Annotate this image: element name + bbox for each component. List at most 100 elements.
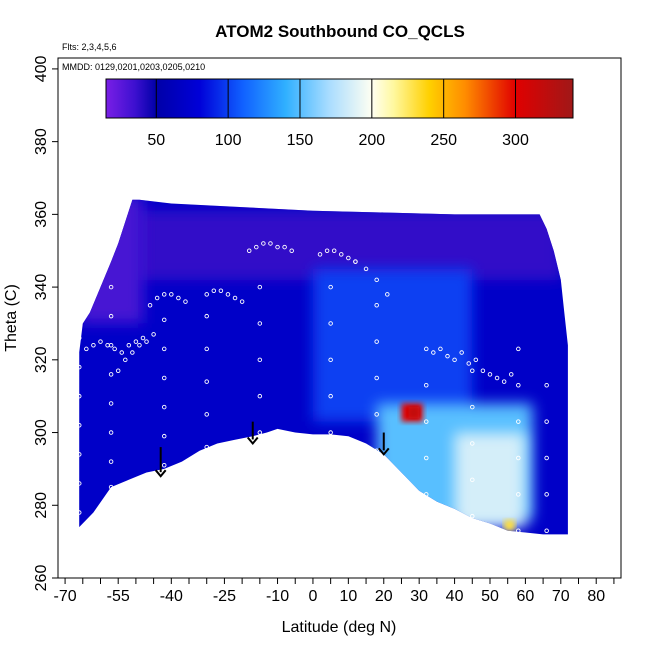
flight-sample-point [225, 292, 231, 297]
flight-sample-point [130, 350, 135, 355]
colorbar-tick-label: 100 [215, 132, 242, 149]
flight-sample-point [76, 335, 82, 341]
flight-sample-point [424, 455, 429, 461]
flight-sample-point [487, 372, 493, 377]
x-axis: -70 -55 -40 -25 -10 0 10 20 30 40 50 60 70 80 [54, 578, 615, 605]
flight-sample-point [112, 346, 117, 352]
y-tick-label: 400 [33, 55, 50, 82]
flight-sample-point [374, 375, 379, 381]
flight-sample-point [84, 346, 89, 352]
flight-sample-point [254, 244, 259, 250]
flight-sample-point [282, 244, 287, 250]
flight-sample-point [115, 368, 121, 373]
flight-sample-point [424, 419, 429, 424]
flight-sample-point [275, 244, 280, 250]
colorbar-tick-label: 250 [430, 132, 457, 149]
flight-sample-point [123, 357, 128, 363]
flight-sample-point [161, 463, 167, 468]
flight-sample-point [516, 492, 521, 497]
flight-sample-point [108, 372, 114, 377]
flight-sample-point [494, 375, 500, 381]
flight-sample-point [328, 430, 333, 435]
x-tick-label: 40 [446, 588, 464, 605]
dates-annotation: MMDD: 0129,0201,0203,0205,0210 [62, 62, 205, 72]
x-axis-label: Latitude (deg N) [282, 619, 397, 636]
flight-sample-point [183, 299, 188, 304]
arrow-markers [154, 421, 390, 478]
colorbar-tick-label: 300 [502, 132, 529, 149]
flight-sample-point [161, 375, 167, 381]
flight-sample-point [470, 368, 475, 373]
flight-sample-point [119, 350, 124, 355]
flight-sample-point [470, 513, 475, 519]
flight-sample-point [133, 339, 139, 344]
flight-sample-point [363, 266, 369, 272]
field-region-yellow-pocket [504, 519, 515, 531]
y-axis: 260 280 300 320 340 360 380 400 [33, 55, 58, 591]
flight-sample-point [438, 346, 443, 352]
flight-sample-point [289, 248, 294, 253]
flight-sample-point [161, 404, 167, 410]
field-region-upper-band [135, 210, 561, 280]
flight-sample-point [151, 332, 156, 337]
flight-sample-point [76, 452, 82, 457]
chart-title: ATOM2 Southbound CO_QCLS [215, 22, 465, 41]
flight-sample-point [431, 350, 436, 355]
field-region-hotspot-core [408, 407, 420, 418]
flight-sample-point [204, 412, 209, 417]
y-tick-label: 340 [33, 274, 50, 301]
flight-sample-point [424, 346, 429, 352]
flight-sample-point [516, 455, 521, 461]
flight-sample-point [204, 444, 209, 450]
flight-sample-point [161, 292, 167, 297]
flight-sample-point [501, 379, 507, 384]
flight-sample-point [76, 364, 82, 370]
x-tick-label: -55 [107, 588, 130, 605]
flight-sample-point [246, 248, 252, 253]
colorbar: 50 100 150 200 250 300 [105, 78, 574, 149]
flight-sample-point [147, 303, 153, 308]
flight-sample-point [257, 284, 263, 290]
flight-sample-point [508, 372, 514, 377]
flight-sample-point [328, 357, 333, 363]
flight-sample-point [328, 393, 333, 399]
flight-sample-point [331, 248, 337, 253]
flight-sample-point [257, 321, 263, 326]
x-tick-label: 60 [516, 588, 534, 605]
y-tick-label: 300 [33, 419, 50, 446]
flight-sample-point [98, 339, 103, 344]
flight-sample-point [257, 393, 263, 399]
flight-sample-point [204, 379, 209, 384]
flight-sample-point [108, 430, 114, 435]
flight-sample-point [76, 423, 82, 428]
flight-sample-point [108, 401, 114, 406]
flight-sample-point [544, 528, 549, 533]
y-tick-label: 280 [33, 492, 50, 519]
flight-sample-point [261, 241, 266, 246]
flight-sample-point [328, 321, 333, 326]
down-arrow-head [377, 447, 390, 456]
flight-sample-point [108, 484, 114, 490]
flight-sample-point [374, 303, 379, 308]
flight-sample-point [480, 368, 486, 373]
flight-sample-point [144, 339, 149, 344]
flight-sample-point [353, 259, 358, 264]
flight-sample-point [452, 357, 457, 363]
flight-sample-point [544, 419, 549, 424]
flight-sample-point [108, 284, 114, 290]
flight-sample-point [385, 292, 390, 297]
flight-sample-point [466, 361, 471, 366]
flight-sample-point [374, 277, 379, 283]
flight-sample-point [424, 492, 429, 497]
heatmap-field [79, 199, 568, 535]
flight-sample-point [424, 383, 429, 388]
flight-sample-point [317, 252, 323, 257]
flight-sample-point [176, 295, 181, 301]
flight-sample-point [268, 241, 273, 246]
flight-sample-point [76, 481, 82, 486]
flight-sample-point [257, 430, 263, 435]
flight-sample-point [126, 343, 132, 348]
flight-tracks [76, 241, 549, 533]
flight-sample-point [169, 292, 174, 297]
